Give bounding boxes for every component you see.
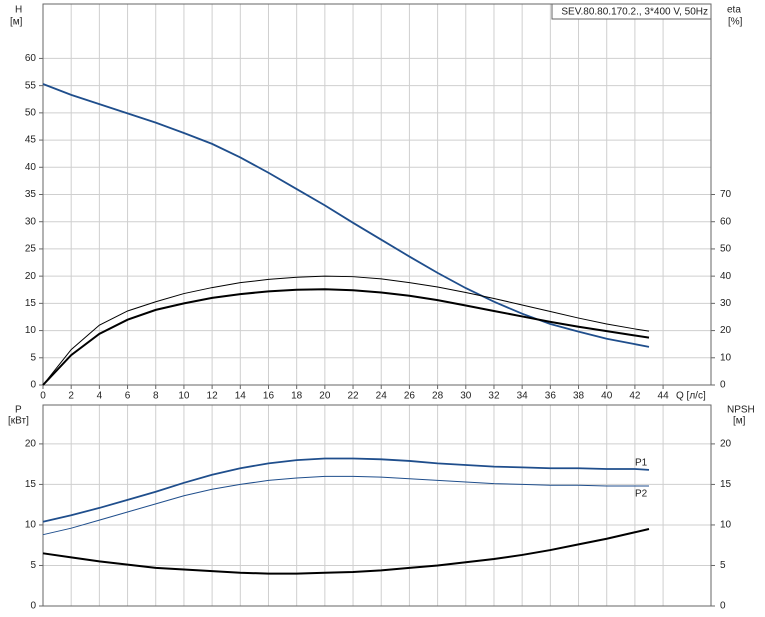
x-tick-label: 14 (235, 391, 247, 402)
x-axis-label: Q [л/с] (676, 391, 706, 402)
y-tick-label: 25 (25, 244, 37, 255)
x-tick-label: 36 (545, 391, 557, 402)
x-tick-label: 38 (573, 391, 585, 402)
y-tick-label: 45 (25, 135, 37, 146)
x-tick-label: 22 (347, 391, 359, 402)
x-tick-label: 32 (488, 391, 500, 402)
y-axis-label: H (15, 5, 22, 16)
series-line (42, 457, 650, 523)
y-tick-label: 20 (25, 439, 37, 450)
y-tick-label: 5 (30, 560, 36, 571)
y2-tick-label: 0 (720, 601, 726, 612)
y2-tick-label: 5 (720, 560, 726, 571)
y-tick-label: 20 (25, 271, 37, 282)
y-tick-label: 30 (25, 216, 37, 227)
y2-tick-label: 20 (720, 325, 732, 336)
y-tick-label: 35 (25, 189, 37, 200)
x-tick-label: 10 (178, 391, 190, 402)
y2-tick-label: 15 (720, 479, 732, 490)
x-tick-label: 20 (319, 391, 331, 402)
y2-axis-label: eta (727, 5, 741, 16)
y-tick-label: 10 (25, 520, 37, 531)
chart-title: SEV.80.80.170.2., 3*400 V, 50Hz (561, 7, 708, 18)
x-tick-label: 40 (601, 391, 613, 402)
y2-tick-label: 30 (720, 298, 732, 309)
y-tick-label: 0 (30, 601, 36, 612)
x-tick-label: 0 (40, 391, 46, 402)
y2-tick-label: 0 (720, 380, 726, 391)
series-line (42, 475, 649, 536)
x-tick-label: 2 (68, 391, 74, 402)
x-tick-label: 4 (97, 391, 103, 402)
x-tick-label: 18 (291, 391, 303, 402)
plot-frame (42, 404, 712, 607)
y-tick-label: 15 (25, 479, 37, 490)
y-tick-label: 5 (30, 352, 36, 363)
x-tick-label: 26 (404, 391, 416, 402)
y-axis-label: P (15, 405, 22, 416)
y2-tick-label: 20 (720, 439, 732, 450)
y2-tick-label: 50 (720, 244, 732, 255)
x-tick-label: 8 (153, 391, 159, 402)
y2-tick-label: 60 (720, 216, 732, 227)
y-tick-label: 40 (25, 162, 37, 173)
y2-tick-label: 70 (720, 189, 732, 200)
x-tick-label: 28 (432, 391, 444, 402)
y-tick-label: 0 (30, 380, 36, 391)
x-tick-label: 6 (125, 391, 131, 402)
series-line (42, 528, 650, 575)
y2-axis-unit: [м] (733, 416, 746, 427)
y2-tick-label: 10 (720, 520, 732, 531)
y2-axis-unit: [%] (728, 17, 743, 28)
y-axis-unit: [м] (10, 17, 23, 28)
y-tick-label: 55 (25, 80, 37, 91)
y2-tick-label: 10 (720, 352, 732, 363)
y2-axis-label: NPSH (727, 405, 755, 416)
series-label: P1 (635, 457, 648, 468)
y-tick-label: 10 (25, 325, 37, 336)
y2-tick-label: 40 (720, 271, 732, 282)
y-tick-label: 60 (25, 53, 37, 64)
x-tick-label: 42 (629, 391, 641, 402)
series-label: P2 (635, 489, 648, 500)
series-line (42, 288, 650, 386)
x-tick-label: 34 (517, 391, 529, 402)
x-tick-label: 12 (207, 391, 219, 402)
y-tick-label: 50 (25, 107, 37, 118)
title-box (551, 3, 712, 20)
x-tick-label: 16 (263, 391, 275, 402)
y-axis-unit: [кВт] (8, 416, 29, 427)
x-tick-label: 44 (658, 391, 670, 402)
y-tick-label: 15 (25, 298, 37, 309)
series-line (42, 83, 650, 348)
series-line (42, 275, 650, 386)
x-tick-label: 30 (460, 391, 472, 402)
x-tick-label: 24 (376, 391, 388, 402)
